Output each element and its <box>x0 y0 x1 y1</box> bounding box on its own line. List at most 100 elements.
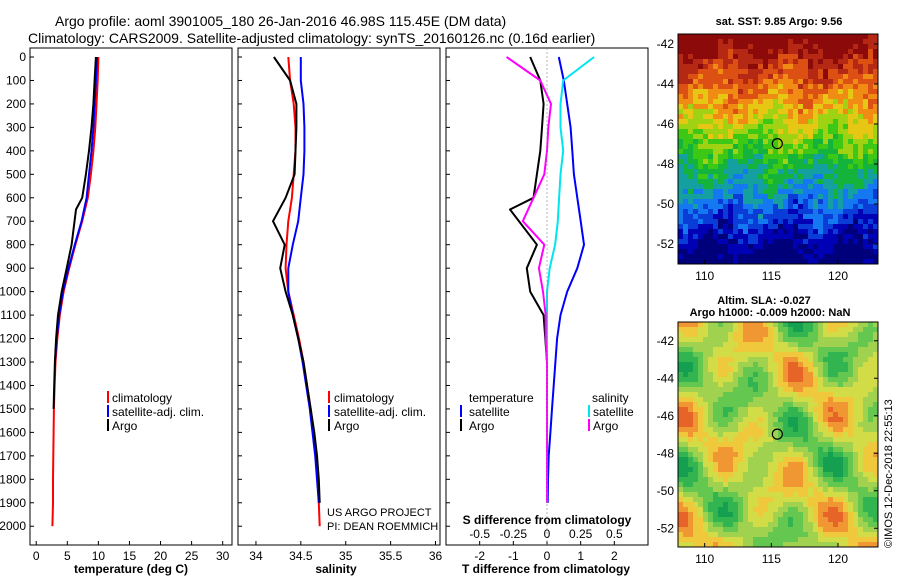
sla-cell <box>703 442 708 447</box>
sla-cell <box>733 532 738 537</box>
sst-cell <box>793 189 798 194</box>
sla-cell <box>678 422 683 427</box>
lon-tick-label: 110 <box>695 552 714 566</box>
sla-cell <box>683 472 688 477</box>
sst-cell <box>783 164 788 169</box>
sla-cell <box>743 482 748 487</box>
sla-cell <box>808 477 813 482</box>
sst-cell <box>743 109 748 114</box>
sst-cell <box>763 254 768 259</box>
sst-cell <box>768 159 773 164</box>
lat-tick-label: -52 <box>657 521 675 535</box>
sst-cell <box>803 204 808 209</box>
sst-cell <box>743 169 748 174</box>
sst-cell <box>738 139 743 144</box>
sla-cell <box>698 462 703 467</box>
sst-cell <box>703 214 708 219</box>
sla-cell <box>738 352 743 357</box>
sla-cell <box>848 477 853 482</box>
sla-cell <box>748 452 753 457</box>
sla-cell <box>773 372 778 377</box>
sla-cell <box>713 417 718 422</box>
sst-cell <box>873 144 878 149</box>
sst-cell <box>678 174 683 179</box>
sla-cell <box>788 512 793 517</box>
sst-cell <box>748 234 753 239</box>
sst-cell <box>848 219 853 224</box>
sla-cell <box>753 457 758 462</box>
sla-cell <box>838 417 843 422</box>
sla-cell <box>813 412 818 417</box>
sla-cell <box>868 412 873 417</box>
sst-cell <box>853 159 858 164</box>
sst-cell <box>833 129 838 134</box>
sla-cell <box>838 537 843 542</box>
depth-tick-label: 400 <box>6 144 26 158</box>
sla-cell <box>823 507 828 512</box>
sst-cell <box>813 199 818 204</box>
sst-cell <box>773 59 778 64</box>
sst-cell <box>788 249 793 254</box>
sst-cell <box>678 99 683 104</box>
sla-cell <box>753 417 758 422</box>
sla-cell <box>733 512 738 517</box>
sst-cell <box>788 239 793 244</box>
sla-cell <box>748 337 753 342</box>
sst-cell <box>788 64 793 69</box>
sla-cell <box>728 382 733 387</box>
sst-cell <box>773 39 778 44</box>
sla-cell <box>868 472 873 477</box>
sst-cell <box>858 219 863 224</box>
sla-cell <box>823 542 828 547</box>
sla-cell <box>863 402 868 407</box>
sst-cell <box>868 134 873 139</box>
sla-cell <box>738 437 743 442</box>
sla-map-subtitle: Argo h1000: -0.009 h2000: NaN <box>690 307 851 319</box>
sst-cell <box>688 79 693 84</box>
sst-cell <box>788 254 793 259</box>
sst-cell <box>843 219 848 224</box>
sst-cell <box>678 54 683 59</box>
sla-cell <box>763 397 768 402</box>
sst-cell <box>728 239 733 244</box>
sst-cell <box>763 209 768 214</box>
sst-cell <box>678 39 683 44</box>
sla-cell <box>768 407 773 412</box>
sla-cell <box>678 532 683 537</box>
sst-cell <box>713 249 718 254</box>
sla-cell <box>698 387 703 392</box>
sst-cell <box>728 204 733 209</box>
sst-cell <box>758 39 763 44</box>
x-tick-label: 30 <box>216 549 230 563</box>
sst-cell <box>863 114 868 119</box>
sla-cell <box>728 472 733 477</box>
sla-cell <box>678 542 683 547</box>
sla-cell <box>798 357 803 362</box>
sla-cell <box>713 387 718 392</box>
sst-cell <box>823 149 828 154</box>
sst-cell <box>763 179 768 184</box>
sla-cell <box>863 397 868 402</box>
sla-cell <box>753 507 758 512</box>
sst-cell <box>703 39 708 44</box>
sla-cell <box>788 322 793 327</box>
sla-cell <box>703 502 708 507</box>
sla-cell <box>738 462 743 467</box>
sla-cell <box>698 457 703 462</box>
sst-cell <box>733 99 738 104</box>
sla-cell <box>748 462 753 467</box>
series-line-satellite-adj-clim- <box>287 57 320 503</box>
sla-cell <box>733 387 738 392</box>
sla-cell <box>693 397 698 402</box>
sst-cell <box>703 259 708 264</box>
sla-cell <box>788 347 793 352</box>
sst-cell <box>713 184 718 189</box>
sla-cell <box>733 492 738 497</box>
sla-cell <box>773 492 778 497</box>
sst-cell <box>848 34 853 39</box>
sla-cell <box>723 322 728 327</box>
sla-cell <box>838 427 843 432</box>
x-tick-label: 5 <box>64 549 71 563</box>
sst-cell <box>788 124 793 129</box>
sla-cell <box>843 397 848 402</box>
